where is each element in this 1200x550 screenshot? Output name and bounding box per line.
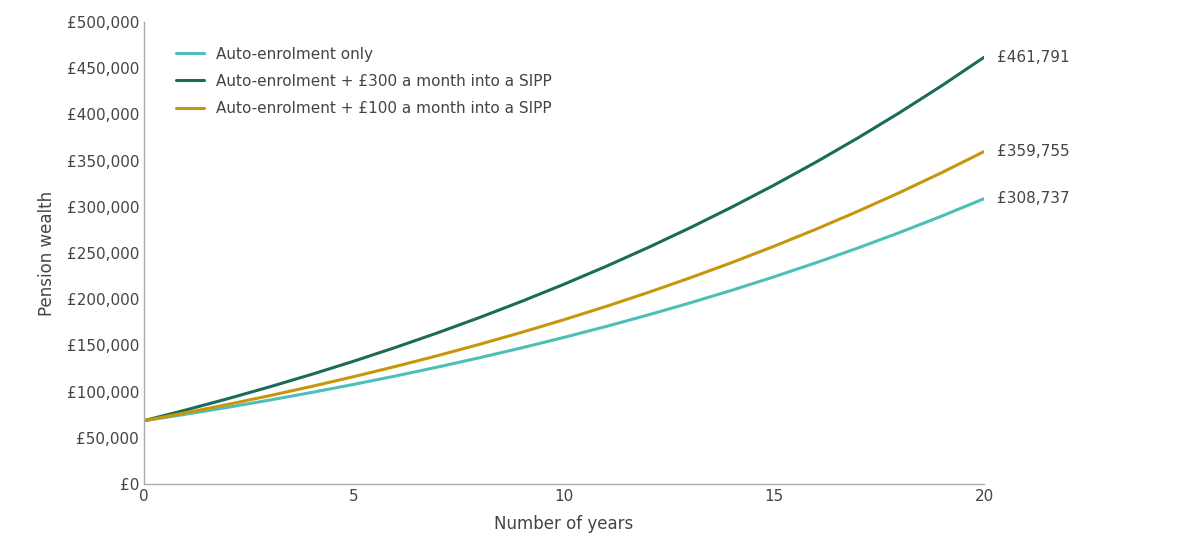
Auto-enrolment + £100 a month into a SIPP bbox=[851, 208, 865, 214]
Auto-enrolment + £300 a month into a SIPP bbox=[809, 159, 823, 166]
Auto-enrolment + £100 a month into a SIPP bbox=[431, 352, 445, 359]
Legend: Auto-enrolment only, Auto-enrolment + £300 a month into a SIPP, Auto-enrolment +: Auto-enrolment only, Auto-enrolment + £3… bbox=[168, 39, 559, 124]
Auto-enrolment only bbox=[851, 245, 865, 251]
Auto-enrolment + £300 a month into a SIPP bbox=[221, 395, 235, 402]
Auto-enrolment + £100 a month into a SIPP bbox=[977, 148, 991, 155]
Auto-enrolment only bbox=[557, 334, 571, 340]
Auto-enrolment + £300 a month into a SIPP bbox=[137, 417, 151, 424]
Y-axis label: Pension wealth: Pension wealth bbox=[37, 190, 55, 316]
Auto-enrolment + £100 a month into a SIPP bbox=[935, 169, 949, 176]
Auto-enrolment + £100 a month into a SIPP bbox=[137, 417, 151, 424]
Auto-enrolment only bbox=[473, 354, 487, 361]
Auto-enrolment only bbox=[389, 372, 403, 379]
Auto-enrolment only bbox=[767, 273, 781, 280]
Auto-enrolment + £300 a month into a SIPP bbox=[767, 182, 781, 189]
Auto-enrolment only bbox=[809, 260, 823, 266]
Auto-enrolment + £100 a month into a SIPP bbox=[347, 373, 361, 380]
Auto-enrolment only bbox=[599, 323, 613, 330]
Auto-enrolment + £300 a month into a SIPP bbox=[515, 298, 529, 305]
Auto-enrolment + £100 a month into a SIPP bbox=[893, 189, 907, 196]
Auto-enrolment + £100 a month into a SIPP bbox=[557, 316, 571, 323]
Auto-enrolment + £300 a month into a SIPP bbox=[977, 54, 991, 60]
Auto-enrolment + £100 a month into a SIPP bbox=[305, 383, 319, 389]
Auto-enrolment only bbox=[347, 381, 361, 388]
Auto-enrolment + £100 a month into a SIPP bbox=[221, 401, 235, 408]
X-axis label: Number of years: Number of years bbox=[494, 515, 634, 533]
Auto-enrolment + £100 a month into a SIPP bbox=[389, 363, 403, 370]
Auto-enrolment only bbox=[431, 364, 445, 370]
Auto-enrolment only bbox=[725, 287, 739, 294]
Auto-enrolment + £300 a month into a SIPP bbox=[557, 281, 571, 288]
Auto-enrolment + £100 a month into a SIPP bbox=[767, 243, 781, 250]
Auto-enrolment only bbox=[935, 213, 949, 219]
Auto-enrolment + £300 a month into a SIPP bbox=[263, 383, 277, 390]
Auto-enrolment only bbox=[893, 229, 907, 235]
Auto-enrolment only bbox=[641, 312, 655, 318]
Auto-enrolment + £300 a month into a SIPP bbox=[851, 135, 865, 141]
Auto-enrolment + £300 a month into a SIPP bbox=[473, 314, 487, 321]
Text: £461,791: £461,791 bbox=[997, 50, 1069, 65]
Auto-enrolment + £300 a month into a SIPP bbox=[389, 344, 403, 350]
Auto-enrolment + £300 a month into a SIPP bbox=[305, 371, 319, 377]
Auto-enrolment + £100 a month into a SIPP bbox=[683, 274, 697, 281]
Line: Auto-enrolment + £100 a month into a SIPP: Auto-enrolment + £100 a month into a SIP… bbox=[144, 152, 984, 421]
Text: £308,737: £308,737 bbox=[997, 191, 1069, 206]
Auto-enrolment + £100 a month into a SIPP bbox=[725, 259, 739, 266]
Auto-enrolment only bbox=[305, 389, 319, 395]
Auto-enrolment only bbox=[221, 404, 235, 411]
Auto-enrolment + £100 a month into a SIPP bbox=[599, 303, 613, 310]
Auto-enrolment + £100 a month into a SIPP bbox=[809, 226, 823, 233]
Line: Auto-enrolment + £300 a month into a SIPP: Auto-enrolment + £300 a month into a SIP… bbox=[144, 57, 984, 421]
Auto-enrolment + £300 a month into a SIPP bbox=[599, 263, 613, 270]
Auto-enrolment + £300 a month into a SIPP bbox=[179, 406, 193, 413]
Auto-enrolment + £300 a month into a SIPP bbox=[725, 204, 739, 210]
Auto-enrolment + £300 a month into a SIPP bbox=[431, 329, 445, 336]
Auto-enrolment only bbox=[137, 417, 151, 424]
Auto-enrolment + £100 a month into a SIPP bbox=[263, 392, 277, 399]
Auto-enrolment only bbox=[263, 397, 277, 403]
Auto-enrolment only bbox=[179, 411, 193, 417]
Auto-enrolment + £300 a month into a SIPP bbox=[641, 244, 655, 251]
Auto-enrolment + £300 a month into a SIPP bbox=[893, 109, 907, 116]
Auto-enrolment only bbox=[683, 300, 697, 306]
Auto-enrolment + £300 a month into a SIPP bbox=[683, 224, 697, 231]
Auto-enrolment + £100 a month into a SIPP bbox=[473, 341, 487, 348]
Auto-enrolment only bbox=[977, 195, 991, 202]
Auto-enrolment + £100 a month into a SIPP bbox=[515, 329, 529, 336]
Auto-enrolment + £100 a month into a SIPP bbox=[179, 409, 193, 416]
Auto-enrolment only bbox=[515, 344, 529, 351]
Auto-enrolment + £300 a month into a SIPP bbox=[935, 82, 949, 89]
Text: £359,755: £359,755 bbox=[997, 144, 1069, 159]
Line: Auto-enrolment only: Auto-enrolment only bbox=[144, 199, 984, 421]
Auto-enrolment + £300 a month into a SIPP bbox=[347, 358, 361, 365]
Auto-enrolment + £100 a month into a SIPP bbox=[641, 289, 655, 296]
